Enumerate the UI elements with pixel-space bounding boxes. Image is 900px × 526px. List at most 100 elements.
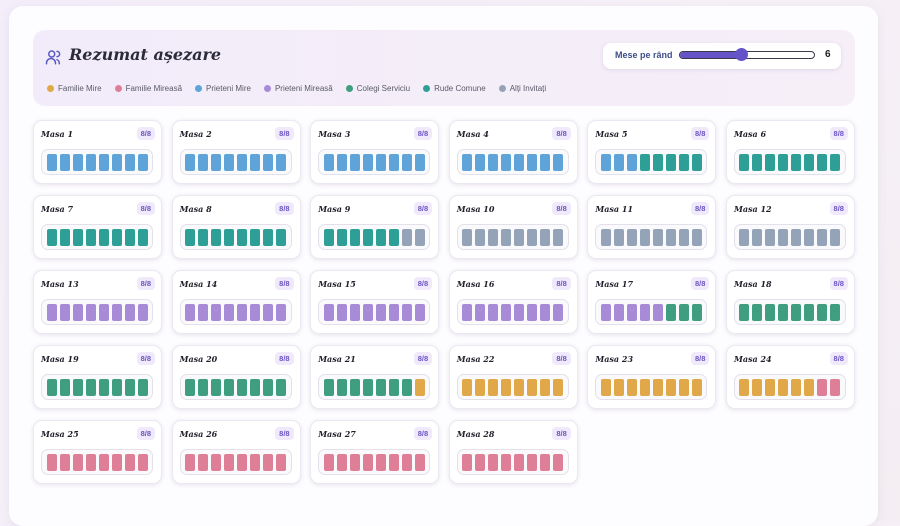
seat[interactable] bbox=[98, 153, 109, 171]
seat[interactable] bbox=[414, 153, 425, 171]
seat[interactable] bbox=[791, 228, 802, 246]
seat[interactable] bbox=[639, 378, 650, 396]
seat[interactable] bbox=[276, 453, 287, 471]
seat[interactable] bbox=[59, 303, 70, 321]
seat[interactable] bbox=[276, 153, 287, 171]
seat[interactable] bbox=[817, 378, 828, 396]
seat[interactable] bbox=[613, 228, 624, 246]
seat[interactable] bbox=[514, 153, 525, 171]
seat[interactable] bbox=[678, 153, 689, 171]
seat[interactable] bbox=[462, 378, 473, 396]
seat[interactable] bbox=[540, 378, 551, 396]
seat[interactable] bbox=[375, 228, 386, 246]
seat[interactable] bbox=[739, 303, 750, 321]
seat[interactable] bbox=[85, 153, 96, 171]
seat[interactable] bbox=[237, 153, 248, 171]
seat[interactable] bbox=[46, 378, 57, 396]
seat[interactable] bbox=[323, 303, 334, 321]
seat[interactable] bbox=[263, 378, 274, 396]
seat[interactable] bbox=[111, 153, 122, 171]
seat[interactable] bbox=[791, 378, 802, 396]
seat[interactable] bbox=[830, 378, 841, 396]
seat[interactable] bbox=[85, 303, 96, 321]
seat[interactable] bbox=[85, 378, 96, 396]
seat[interactable] bbox=[59, 378, 70, 396]
seat[interactable] bbox=[553, 303, 564, 321]
table-card[interactable]: Masa 2 8/8 bbox=[171, 120, 301, 184]
seat[interactable] bbox=[553, 453, 564, 471]
seat[interactable] bbox=[488, 153, 499, 171]
seat[interactable] bbox=[137, 153, 148, 171]
seat[interactable] bbox=[362, 153, 373, 171]
seat[interactable] bbox=[237, 378, 248, 396]
seat[interactable] bbox=[46, 453, 57, 471]
seat[interactable] bbox=[817, 153, 828, 171]
seat[interactable] bbox=[323, 453, 334, 471]
seat[interactable] bbox=[85, 228, 96, 246]
seat[interactable] bbox=[349, 453, 360, 471]
seat[interactable] bbox=[553, 153, 564, 171]
seat[interactable] bbox=[778, 228, 789, 246]
seat[interactable] bbox=[263, 303, 274, 321]
seat[interactable] bbox=[401, 228, 412, 246]
seat[interactable] bbox=[263, 228, 274, 246]
seat[interactable] bbox=[59, 453, 70, 471]
seat[interactable] bbox=[388, 453, 399, 471]
table-card[interactable]: Masa 1 8/8 bbox=[33, 120, 162, 184]
seat[interactable] bbox=[224, 453, 235, 471]
table-card[interactable]: Masa 21 8/8 bbox=[310, 345, 440, 409]
seat[interactable] bbox=[263, 453, 274, 471]
seat[interactable] bbox=[462, 453, 473, 471]
seat[interactable] bbox=[527, 228, 538, 246]
seat[interactable] bbox=[817, 228, 828, 246]
table-card[interactable]: Masa 11 8/8 bbox=[587, 195, 717, 259]
seat[interactable] bbox=[752, 378, 763, 396]
seat[interactable] bbox=[639, 153, 650, 171]
table-card[interactable]: Masa 7 8/8 bbox=[33, 195, 162, 259]
seat[interactable] bbox=[46, 153, 57, 171]
seat[interactable] bbox=[553, 228, 564, 246]
seat[interactable] bbox=[211, 303, 222, 321]
table-card[interactable]: Masa 22 8/8 bbox=[448, 345, 578, 409]
seat[interactable] bbox=[639, 303, 650, 321]
table-card[interactable]: Masa 16 8/8 bbox=[448, 270, 578, 334]
seat[interactable] bbox=[401, 378, 412, 396]
seat[interactable] bbox=[323, 153, 334, 171]
seat[interactable] bbox=[778, 378, 789, 396]
seat[interactable] bbox=[678, 378, 689, 396]
seat[interactable] bbox=[678, 303, 689, 321]
seat[interactable] bbox=[626, 153, 637, 171]
seat[interactable] bbox=[791, 153, 802, 171]
seat[interactable] bbox=[98, 453, 109, 471]
seat[interactable] bbox=[462, 153, 473, 171]
seat[interactable] bbox=[613, 153, 624, 171]
seat[interactable] bbox=[72, 378, 83, 396]
seat[interactable] bbox=[475, 228, 486, 246]
seat[interactable] bbox=[752, 303, 763, 321]
seat[interactable] bbox=[362, 303, 373, 321]
seat[interactable] bbox=[85, 453, 96, 471]
seat[interactable] bbox=[250, 378, 261, 396]
seat[interactable] bbox=[475, 303, 486, 321]
seat[interactable] bbox=[336, 153, 347, 171]
seat[interactable] bbox=[765, 303, 776, 321]
seat[interactable] bbox=[691, 303, 702, 321]
table-card[interactable]: Masa 23 8/8 bbox=[587, 345, 717, 409]
seat[interactable] bbox=[250, 303, 261, 321]
seat[interactable] bbox=[349, 228, 360, 246]
seat[interactable] bbox=[501, 378, 512, 396]
seat[interactable] bbox=[739, 228, 750, 246]
table-card[interactable]: Masa 9 8/8 bbox=[310, 195, 440, 259]
seat[interactable] bbox=[652, 378, 663, 396]
seat[interactable] bbox=[475, 453, 486, 471]
seat[interactable] bbox=[626, 378, 637, 396]
seat[interactable] bbox=[137, 453, 148, 471]
seat[interactable] bbox=[613, 378, 624, 396]
seat[interactable] bbox=[198, 303, 209, 321]
seat[interactable] bbox=[72, 453, 83, 471]
seat[interactable] bbox=[626, 228, 637, 246]
table-card[interactable]: Masa 3 8/8 bbox=[310, 120, 440, 184]
seat[interactable] bbox=[804, 228, 815, 246]
seat[interactable] bbox=[665, 228, 676, 246]
seat[interactable] bbox=[185, 303, 196, 321]
